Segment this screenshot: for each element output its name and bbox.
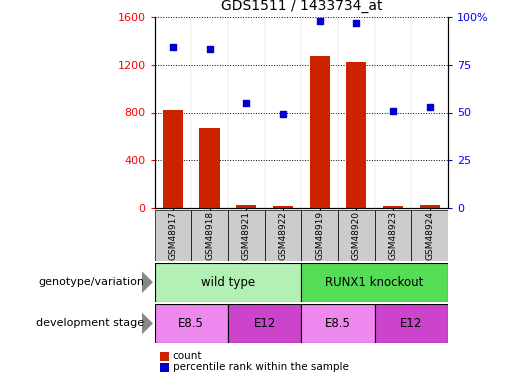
Bar (301, 210, 338, 261)
Bar (346, 62, 366, 208)
Bar (154, 210, 191, 261)
Text: GSM48917: GSM48917 (168, 211, 177, 260)
Bar (228, 304, 301, 343)
Bar (199, 128, 219, 208)
Text: GSM48924: GSM48924 (425, 211, 434, 260)
Bar (383, 206, 403, 208)
Bar (228, 210, 265, 261)
Text: GSM48919: GSM48919 (315, 211, 324, 260)
Text: wild type: wild type (201, 276, 255, 289)
Text: development stage: development stage (36, 318, 144, 328)
Bar (411, 210, 448, 261)
Point (169, 45, 177, 51)
Bar (375, 304, 448, 343)
Bar (265, 210, 301, 261)
Point (316, 18, 324, 24)
Point (279, 111, 287, 117)
Title: GDS1511 / 1433734_at: GDS1511 / 1433734_at (220, 0, 382, 13)
Bar (236, 204, 256, 208)
Text: GSM48923: GSM48923 (388, 211, 398, 260)
Bar (310, 56, 330, 208)
Point (242, 100, 250, 106)
Text: GSM48921: GSM48921 (242, 211, 251, 260)
Bar (154, 262, 301, 302)
Point (352, 20, 360, 26)
Bar (154, 304, 228, 343)
Polygon shape (142, 271, 153, 293)
Text: E12: E12 (253, 317, 276, 330)
Text: RUNX1 knockout: RUNX1 knockout (325, 276, 424, 289)
Polygon shape (142, 312, 153, 334)
Bar (420, 204, 440, 208)
Text: percentile rank within the sample: percentile rank within the sample (173, 362, 349, 372)
Text: GSM48918: GSM48918 (205, 211, 214, 260)
Text: E12: E12 (400, 317, 422, 330)
Bar (338, 210, 375, 261)
Bar (375, 210, 411, 261)
Point (205, 46, 214, 53)
Point (389, 108, 397, 114)
Text: count: count (173, 351, 202, 361)
Bar (273, 206, 293, 208)
Text: E8.5: E8.5 (325, 317, 351, 330)
Text: GSM48922: GSM48922 (279, 211, 287, 260)
Text: GSM48920: GSM48920 (352, 211, 361, 260)
Text: E8.5: E8.5 (178, 317, 204, 330)
Bar (163, 110, 183, 208)
Text: genotype/variation: genotype/variation (38, 277, 144, 287)
Point (425, 104, 434, 110)
Bar (191, 210, 228, 261)
Bar (301, 262, 448, 302)
Bar (301, 304, 375, 343)
